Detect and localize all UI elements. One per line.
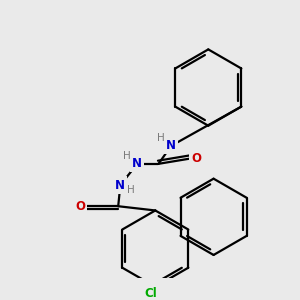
Text: H: H [127, 185, 135, 195]
Text: H: H [157, 134, 164, 143]
Text: Cl: Cl [145, 286, 158, 300]
Text: N: N [166, 139, 176, 152]
Text: N: N [115, 178, 125, 191]
Text: O: O [75, 200, 85, 213]
Text: N: N [132, 157, 142, 170]
Text: O: O [192, 152, 202, 165]
Text: H: H [123, 152, 130, 161]
